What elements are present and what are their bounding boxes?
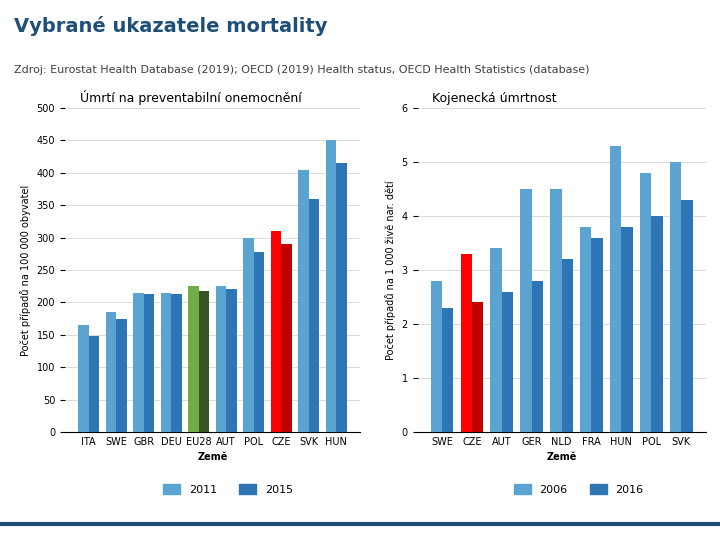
Bar: [562, 259, 573, 432]
Text: Kojenecká úmrtnost: Kojenecká úmrtnost: [432, 92, 557, 105]
Bar: [681, 200, 693, 432]
Bar: [243, 238, 253, 432]
Bar: [298, 170, 309, 432]
Bar: [188, 286, 199, 432]
Bar: [550, 189, 562, 432]
Bar: [171, 294, 181, 432]
Bar: [161, 293, 171, 432]
Bar: [253, 252, 264, 432]
Text: Úmrtí na preventabilní onemocnění: Úmrtí na preventabilní onemocnění: [79, 90, 301, 105]
Bar: [472, 302, 483, 432]
Bar: [592, 238, 603, 432]
Bar: [502, 292, 513, 432]
Bar: [652, 216, 662, 432]
X-axis label: Země: Země: [197, 453, 228, 462]
X-axis label: Země: Země: [546, 453, 577, 462]
Bar: [226, 289, 237, 432]
Bar: [116, 319, 127, 432]
Bar: [610, 146, 621, 432]
Text: Zdroj: Eurostat Health Database (2019); OECD (2019) Health status, OECD Health S: Zdroj: Eurostat Health Database (2019); …: [14, 65, 590, 75]
Bar: [461, 254, 472, 432]
Legend: 2006, 2016: 2006, 2016: [510, 480, 648, 500]
Bar: [216, 286, 226, 432]
Bar: [133, 293, 144, 432]
Bar: [309, 199, 319, 432]
Bar: [144, 294, 154, 432]
Legend: 2011, 2015: 2011, 2015: [159, 480, 297, 500]
Y-axis label: Počet případů na 1 000 živě nar. dětí: Počet případů na 1 000 živě nar. dětí: [385, 180, 396, 360]
Bar: [531, 281, 543, 432]
Text: Vybrané ukazatele mortality: Vybrané ukazatele mortality: [14, 16, 328, 36]
Bar: [199, 291, 209, 432]
Bar: [621, 227, 633, 432]
Bar: [325, 140, 336, 432]
Bar: [442, 308, 454, 432]
Bar: [89, 336, 99, 432]
Bar: [281, 244, 292, 432]
Bar: [431, 281, 442, 432]
Bar: [271, 231, 281, 432]
Bar: [670, 162, 681, 432]
Bar: [106, 312, 116, 432]
Bar: [336, 163, 346, 432]
Bar: [490, 248, 502, 432]
Bar: [78, 325, 89, 432]
Bar: [640, 173, 652, 432]
Y-axis label: Počet případů na 100 000 obyvatel: Počet případů na 100 000 obyvatel: [20, 184, 31, 356]
Bar: [521, 189, 531, 432]
Bar: [580, 227, 592, 432]
